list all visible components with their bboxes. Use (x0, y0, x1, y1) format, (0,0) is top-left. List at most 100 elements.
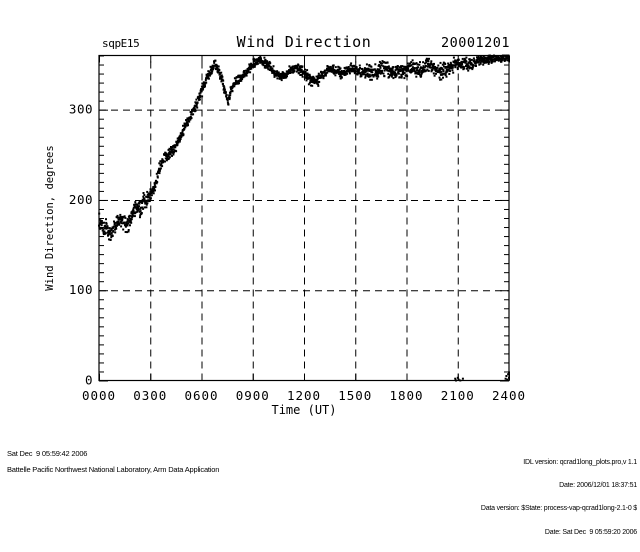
data-point (416, 63, 419, 66)
data-point (276, 77, 279, 80)
data-point (356, 73, 359, 76)
data-point (167, 155, 170, 158)
data-point (195, 98, 198, 101)
data-point (358, 68, 361, 71)
data-point (168, 151, 171, 154)
data-point (425, 61, 428, 64)
data-point (168, 156, 171, 159)
data-point (129, 214, 132, 217)
data-point (501, 58, 504, 61)
data-point (338, 66, 341, 69)
data-point (410, 61, 413, 64)
data-point (131, 216, 134, 219)
data-point (439, 78, 442, 81)
data-point (253, 59, 256, 61)
data-point (157, 169, 160, 172)
data-point (378, 69, 381, 72)
data-point (169, 148, 172, 151)
data-point (474, 62, 477, 65)
data-point (228, 96, 231, 99)
data-point (285, 76, 288, 79)
data-point (485, 61, 488, 64)
data-point (301, 75, 304, 78)
data-point (411, 70, 414, 72)
tick-labels: 0000 0300 0600 0900 1200 1500 1800 2100 2400 0 100… (69, 102, 525, 403)
data-point (289, 70, 292, 73)
data-point (317, 84, 320, 87)
data-point (413, 67, 416, 70)
data-point (424, 70, 427, 73)
data-point (372, 68, 375, 71)
data-point (132, 209, 135, 212)
data-point (487, 62, 490, 65)
data-point (220, 76, 223, 79)
data-point (452, 64, 454, 67)
data-point (256, 62, 259, 65)
data-point (460, 66, 463, 69)
data-point (213, 60, 215, 63)
data-point (169, 153, 172, 156)
data-point (159, 160, 162, 163)
data-point (304, 70, 307, 73)
data-point (418, 68, 421, 71)
outlier-points (454, 371, 510, 382)
data-point (265, 61, 268, 64)
chart-title: Wind Direction (236, 33, 372, 51)
data-point (290, 71, 293, 74)
data-point (248, 66, 251, 69)
data-point (352, 67, 355, 70)
data-point (344, 70, 346, 73)
data-point (321, 73, 324, 76)
data-point (500, 60, 503, 63)
data-point (364, 75, 367, 77)
footer-idl-version: IDL version: qcrad1long_plots.pro,v 1.1 (523, 458, 637, 466)
data-point (508, 371, 510, 374)
data-point (240, 79, 243, 82)
data-point (196, 101, 199, 104)
data-point (102, 228, 105, 231)
data-point (165, 159, 168, 162)
data-point (388, 75, 391, 78)
data-point (246, 72, 249, 74)
data-point (149, 199, 151, 202)
data-point (143, 206, 146, 209)
data-point (226, 97, 229, 100)
data-point (272, 65, 275, 68)
data-point (120, 222, 123, 225)
data-point (424, 64, 427, 67)
data-point (237, 79, 240, 82)
data-point (466, 67, 468, 70)
data-point (376, 68, 379, 71)
data-point (346, 67, 349, 70)
data-point (361, 68, 364, 71)
data-point (349, 69, 352, 72)
data-point (451, 66, 454, 69)
data-point (220, 75, 222, 78)
data-point (264, 58, 267, 61)
data-point (266, 66, 269, 69)
data-point (306, 69, 309, 72)
data-point (287, 70, 290, 73)
data-point (439, 71, 442, 74)
data-point (226, 101, 229, 104)
data-point (178, 140, 181, 143)
data-point (111, 235, 114, 237)
data-point (468, 67, 471, 70)
data-point (385, 66, 388, 69)
data-point (157, 168, 160, 171)
data-point (461, 65, 464, 68)
data-point (220, 74, 223, 77)
data-point (470, 67, 473, 69)
data-point (403, 65, 405, 68)
data-point (451, 69, 454, 72)
data-point (226, 99, 229, 102)
data-point (411, 59, 414, 62)
data-point (392, 72, 394, 75)
data-point (222, 83, 224, 86)
data-point (283, 76, 286, 79)
data-point (467, 61, 470, 64)
data-point (266, 61, 269, 64)
data-point (365, 63, 368, 66)
data-point (350, 62, 353, 65)
data-point (451, 65, 454, 68)
